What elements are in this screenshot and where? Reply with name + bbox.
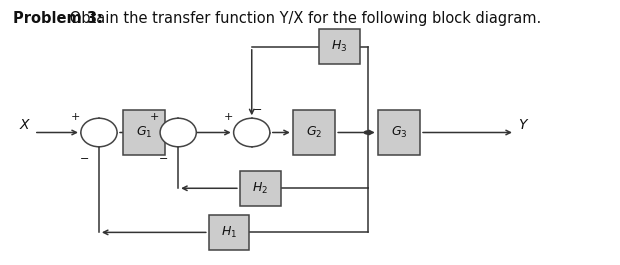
FancyBboxPatch shape xyxy=(240,171,281,206)
FancyBboxPatch shape xyxy=(123,110,166,155)
FancyBboxPatch shape xyxy=(293,110,335,155)
Text: $-$: $-$ xyxy=(158,152,168,162)
Text: $Y$: $Y$ xyxy=(518,118,529,132)
Ellipse shape xyxy=(81,118,117,147)
Circle shape xyxy=(365,131,371,134)
Ellipse shape xyxy=(234,118,270,147)
FancyBboxPatch shape xyxy=(319,29,360,64)
FancyBboxPatch shape xyxy=(378,110,420,155)
Text: $-$: $-$ xyxy=(79,152,89,162)
Text: Problem 3:: Problem 3: xyxy=(13,11,103,25)
Ellipse shape xyxy=(160,118,197,147)
Text: +: + xyxy=(71,112,80,122)
Text: $-$: $-$ xyxy=(252,103,262,113)
Text: $G_2$: $G_2$ xyxy=(306,125,322,140)
Text: $H_2$: $H_2$ xyxy=(252,181,268,196)
Text: Obtain the transfer function Y/X for the following block diagram.: Obtain the transfer function Y/X for the… xyxy=(65,11,541,25)
Text: $G_1$: $G_1$ xyxy=(136,125,153,140)
Text: $H_3$: $H_3$ xyxy=(331,39,348,54)
Text: +: + xyxy=(150,112,159,122)
Text: +: + xyxy=(223,112,232,122)
Text: $H_1$: $H_1$ xyxy=(221,225,237,240)
Text: $G_3$: $G_3$ xyxy=(391,125,407,140)
FancyBboxPatch shape xyxy=(209,215,249,250)
Text: $X$: $X$ xyxy=(19,118,31,132)
